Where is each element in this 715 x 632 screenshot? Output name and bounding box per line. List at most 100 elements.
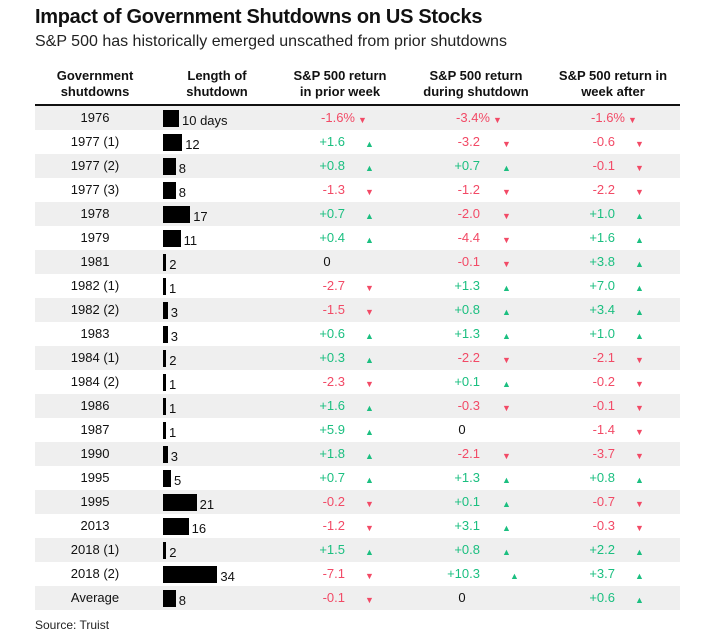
triangle-up-icon: ▲ [510,571,519,581]
return-after: +2.2 [589,542,615,557]
return-after: -3.7 [592,446,615,461]
return-after: -0.2 [592,374,615,389]
triangle-up-icon: ▲ [365,427,374,437]
triangle-down-icon: ▼ [635,499,644,509]
triangle-down-icon: ▼ [635,379,644,389]
triangle-up-icon: ▲ [365,547,374,557]
return-prior: -0.2 [322,494,345,509]
return-after: -2.1 [592,350,615,365]
return-prior: -0.1 [322,590,345,605]
shutdown-name-text: 1995 [80,470,110,485]
return-prior: +1.6 [319,398,345,413]
length-bar [163,110,179,127]
return-during: +0.8 [454,542,480,557]
return-during: -2.0 [457,206,480,221]
return-during: +1.3 [454,278,480,293]
return-prior: -2.7 [322,278,345,293]
table-row: 1977 (3) 8 -1.3 ▼ -1.2 ▼ -2.2 ▼ [35,178,680,202]
table-row: 1981 2 0 -0.1 ▼ +3.8 ▲ [35,250,680,274]
shutdown-name-text: 1976 [80,110,110,125]
return-after: -2.2 [592,182,615,197]
column-header: Length of shutdown [186,68,247,100]
triangle-up-icon: ▲ [502,331,511,341]
length-bar [163,398,166,415]
return-prior: +1.6 [319,134,345,149]
table-row: 1977 (1) 12 +1.6 ▲ -3.2 ▼ -0.6 ▼ [35,130,680,154]
return-during: +0.7 [454,158,480,173]
length-label: 12 [185,137,200,152]
length-label: 21 [199,497,215,512]
return-during: 0 [458,590,466,605]
return-prior: -1.2 [322,518,345,533]
return-prior: -1.3 [322,182,345,197]
triangle-up-icon: ▲ [635,259,644,269]
return-prior: -7.1 [322,566,345,581]
table-row: 1984 (2) 1 -2.3 ▼ +0.1 ▲ -0.2 ▼ [35,370,680,394]
triangle-up-icon: ▲ [502,163,511,173]
triangle-up-icon: ▲ [502,547,511,557]
column-header: S&P 500 return in week after [559,68,667,100]
table-row: 1982 (1) 1 -2.7 ▼ +1.3 ▲ +7.0 ▲ [35,274,680,298]
table-row: 1995 5 +0.7 ▲ +1.3 ▲ +0.8 ▲ [35,466,680,490]
source-note: Source: Truist [35,618,110,632]
return-after: -0.3 [592,518,615,533]
shutdown-name-text: 1978 [80,206,110,221]
length-bar [163,446,168,463]
triangle-up-icon: ▲ [502,307,511,317]
triangle-down-icon: ▼ [365,307,374,317]
return-during: -3.2 [457,134,480,149]
length-bar [163,518,189,535]
triangle-up-icon: ▲ [635,595,644,605]
triangle-up-icon: ▲ [365,475,374,485]
return-during: +0.1 [454,374,480,389]
return-during: -2.1 [457,446,480,461]
triangle-down-icon: ▼ [635,523,644,533]
length-bar [163,566,218,583]
length-label: 34 [220,569,235,584]
shutdown-name-text: 1984 (1) [70,350,120,365]
return-after: -0.1 [592,158,615,173]
table-row: 2018 (1) 2 +1.5 ▲ +0.8 ▲ +2.2 ▲ [35,538,680,562]
return-during: +3.1 [454,518,480,533]
triangle-up-icon: ▲ [502,283,511,293]
return-after: +3.7 [589,566,615,581]
triangle-up-icon: ▲ [502,475,511,485]
length-label: 8 [178,161,187,176]
return-after: +0.8 [589,470,615,485]
length-bar [163,470,171,487]
triangle-up-icon: ▲ [365,355,374,365]
return-prior: -1.6% [321,110,355,125]
triangle-up-icon: ▲ [635,571,644,581]
triangle-down-icon: ▼ [365,187,374,197]
triangle-down-icon: ▼ [635,163,644,173]
return-after: -0.7 [592,494,615,509]
length-label: 1 [169,281,177,296]
column-header-line: shutdowns [60,84,130,99]
length-label: 8 [178,593,187,608]
triangle-down-icon: ▼ [502,139,511,149]
return-after: +1.0 [589,326,615,341]
triangle-down-icon: ▼ [635,187,644,197]
length-bar [163,182,176,199]
column-header-line: S&P 500 return in [558,68,668,83]
column-header-line: shutdown [186,84,248,99]
length-bar [163,494,197,511]
return-prior: +1.8 [319,446,345,461]
table-row: 1977 (2) 8 +0.8 ▲ +0.7 ▲ -0.1 ▼ [35,154,680,178]
length-bar [163,326,168,343]
length-label: 2 [169,353,177,368]
triangle-down-icon: ▼ [365,283,374,293]
length-label: 1 [169,377,177,392]
return-prior: +0.6 [319,326,345,341]
shutdown-name-text: 2013 [80,518,110,533]
length-label: 3 [170,305,179,320]
length-bar [163,230,181,247]
return-prior: +0.8 [319,158,345,173]
table-row: 1983 3 +0.6 ▲ +1.3 ▲ +1.0 ▲ [35,322,680,346]
triangle-up-icon: ▲ [502,379,511,389]
triangle-down-icon: ▼ [502,451,511,461]
return-during: +1.3 [454,470,480,485]
chart-subtitle: S&P 500 has historically emerged unscath… [35,33,507,50]
return-prior: +5.9 [319,422,345,437]
shutdown-name-text: 1979 [80,230,110,245]
